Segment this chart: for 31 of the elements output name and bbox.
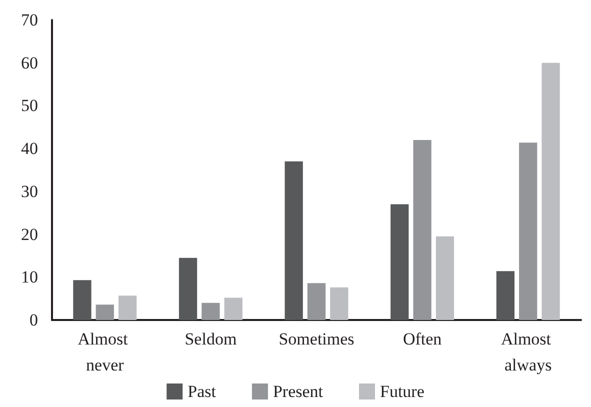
bar <box>496 271 514 320</box>
y-tick-label: 10 <box>21 268 38 287</box>
bar <box>307 283 326 320</box>
bar <box>330 287 348 320</box>
y-tick-label: 50 <box>21 96 38 116</box>
y-tick-label: 60 <box>21 53 38 72</box>
y-tick-label: 40 <box>21 139 38 158</box>
legend-label: Present <box>272 382 324 401</box>
bar <box>436 236 454 320</box>
bar <box>178 258 198 320</box>
bar <box>284 161 303 320</box>
x-tick-label: Sometimes <box>278 330 354 348</box>
bar <box>73 280 92 320</box>
bar <box>413 140 432 320</box>
bar <box>519 142 538 320</box>
x-tick-label: Seldom <box>184 330 237 348</box>
x-tick-label: Often <box>402 330 442 348</box>
y-tick-label: 30 <box>21 182 38 201</box>
bar <box>224 298 242 320</box>
legend-label: Past <box>188 382 216 401</box>
x-tick-label: Almost always <box>500 330 556 374</box>
bar <box>96 304 114 320</box>
bar <box>118 296 137 320</box>
bar <box>202 302 220 320</box>
bar <box>390 204 409 320</box>
legend-label: Future <box>380 382 424 401</box>
x-tick-label: Almost never <box>78 330 132 374</box>
bar <box>542 62 560 320</box>
y-tick-label: 0 <box>30 310 38 330</box>
y-tick-label: 70 <box>21 10 38 30</box>
y-tick-label: 20 <box>21 224 38 244</box>
